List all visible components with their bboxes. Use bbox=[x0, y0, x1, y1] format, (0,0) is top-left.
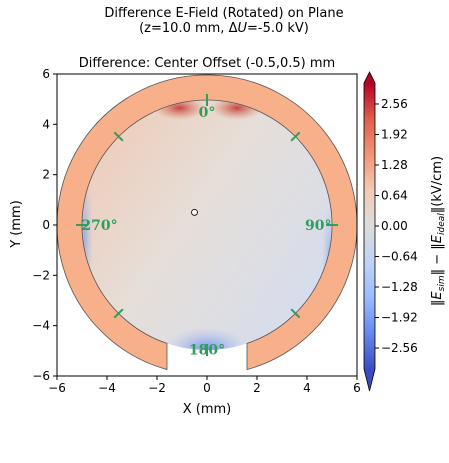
colorbar-label: ‖Esim‖ − ‖Eideal‖(kV/cm) bbox=[430, 156, 447, 306]
y-axis-ticks: −6 −4 −2 0 2 4 6 bbox=[32, 67, 57, 383]
angle-tick-45 bbox=[290, 131, 301, 142]
x-axis-ticks: −6 −4 −2 0 2 4 6 bbox=[48, 376, 361, 395]
x-tick-label: 6 bbox=[353, 381, 361, 395]
angle-tick-315 bbox=[113, 131, 124, 142]
x-tick-label: 4 bbox=[303, 381, 311, 395]
colorbar-tick-label: 1.92 bbox=[381, 127, 408, 141]
colorbar-extend-top bbox=[364, 72, 375, 83]
colorbar: 2.56 1.92 1.28 0.64 0.00 −0.64 −1.28 −1.92 −2.56 bbox=[363, 71, 418, 392]
y-tick-label: 2 bbox=[42, 168, 50, 182]
colorbar-tick-label: −2.56 bbox=[381, 341, 418, 355]
plot-title: Difference: Center Offset (-0.5,0.5) mm bbox=[79, 56, 335, 71]
y-tick-label: 6 bbox=[42, 67, 50, 81]
angle-label: 270° bbox=[81, 218, 117, 234]
angle-label: 180° bbox=[189, 343, 225, 359]
angle-markers: 0° 90° 180° 270° bbox=[76, 94, 338, 359]
y-tick-label: −6 bbox=[32, 369, 50, 383]
x-tick-label: −4 bbox=[98, 381, 116, 395]
colorbar-extend-bottom bbox=[364, 369, 375, 391]
x-tick-label: 2 bbox=[253, 381, 261, 395]
colorbar-outline bbox=[363, 71, 376, 392]
y-axis-label: Y (mm) bbox=[9, 200, 24, 249]
field-background bbox=[82, 100, 332, 350]
angle-tick-135 bbox=[290, 308, 301, 319]
colorbar-gradient bbox=[364, 83, 375, 369]
center-offset-marker bbox=[191, 208, 198, 216]
y-tick-label: 4 bbox=[42, 117, 50, 131]
colorbar-tick-label: 0.00 bbox=[381, 219, 408, 233]
electrode-ring bbox=[56, 74, 358, 371]
y-tick-label: −2 bbox=[32, 268, 50, 282]
colorbar-tick-label: 0.64 bbox=[381, 188, 408, 202]
y-tick-label: 0 bbox=[42, 218, 50, 232]
colorbar-tick-label: 2.56 bbox=[381, 97, 408, 111]
x-tick-label: −6 bbox=[48, 381, 66, 395]
figure-title: Difference E-Field (Rotated) on Plane bbox=[104, 6, 343, 21]
plot-area bbox=[56, 74, 358, 371]
colorbar-tick-label: −0.64 bbox=[381, 250, 418, 264]
x-tick-label: 0 bbox=[203, 381, 211, 395]
y-tick-label: −4 bbox=[32, 319, 50, 333]
angle-tick-225 bbox=[113, 308, 124, 319]
angle-label: 90° bbox=[305, 218, 331, 234]
x-axis-label: X (mm) bbox=[183, 402, 232, 417]
colorbar-tick-label: −1.92 bbox=[381, 311, 418, 325]
angle-label: 0° bbox=[199, 105, 216, 121]
colorbar-tick-label: 1.28 bbox=[381, 158, 408, 172]
x-tick-label: −2 bbox=[148, 381, 166, 395]
figure-subtitle: (z=10.0 mm, ΔU=-5.0 kV) bbox=[139, 21, 309, 36]
colorbar-tick-label: −1.28 bbox=[381, 280, 418, 294]
